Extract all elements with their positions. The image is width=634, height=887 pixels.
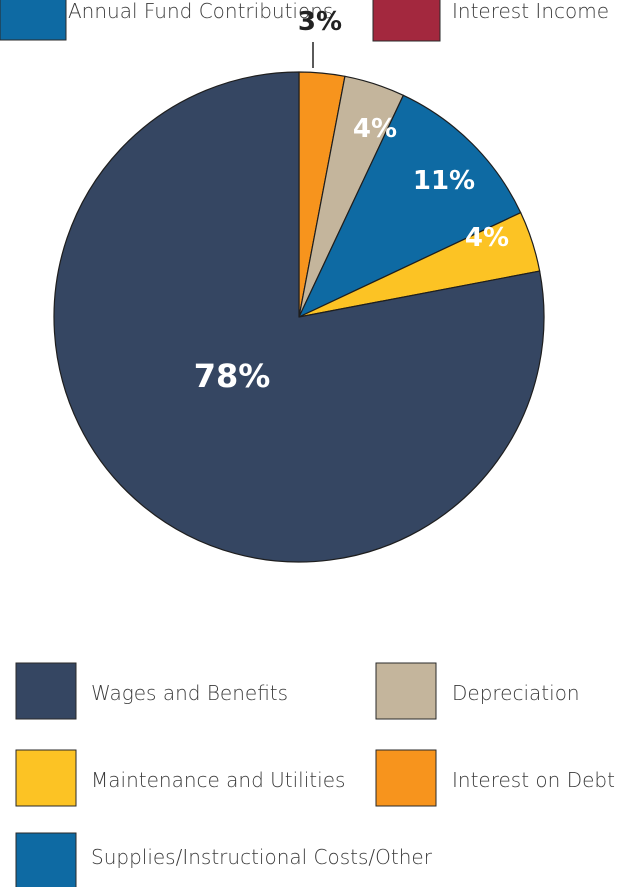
legend: Wages and Benefits Depreciation Maintenanc… [15,662,615,887]
slice-label-supplies-instructional-costs-other: 11% [413,166,475,196]
legend-label: Wages and Benefits [91,681,288,705]
legend-item-maintenance-and-utilities: Maintenance and Utilities [15,749,345,807]
top-legend-label: Annual Fund Contributions [68,0,333,23]
legend-swatch [15,832,77,887]
slice-label-maintenance-and-utilities: 4% [465,223,509,253]
legend-item-depreciation: Depreciation [375,662,580,720]
legend-label: Interest on Debt [452,768,615,792]
pie-slice-wages-and-benefits [53,71,545,563]
legend-swatch [15,662,77,720]
top-legend-swatch [0,0,67,41]
slice-label-interest-on-debt: 3% [298,7,342,37]
top-legend-partial: Annual Fund Contributions Interest Income [0,0,609,42]
top-legend-item-annual-fund-contributions: Annual Fund Contributions [0,0,333,41]
legend-item-supplies-instructional-costs-other: Supplies/Instructional Costs/Other [15,832,433,887]
legend-label: Supplies/Instructional Costs/Other [91,845,433,869]
pie-slice-supplies-instructional-costs-other [298,94,522,318]
top-legend-item-interest-income: Interest Income [372,0,609,42]
legend-label: Maintenance and Utilities [91,768,345,792]
top-legend-swatch [372,0,441,42]
top-legend-label: Interest Income [452,0,609,23]
legend-item-interest-on-debt: Interest on Debt [375,749,615,807]
slice-label-depreciation: 4% [353,114,397,144]
pie-labels: 3% 4% 11% 4% 78% [194,7,509,395]
pie-slices [53,71,545,563]
legend-swatch [375,749,437,807]
slice-label-wages-and-benefits: 78% [194,357,271,395]
legend-swatch [15,749,77,807]
legend-swatch [375,662,437,720]
legend-label: Depreciation [452,681,580,705]
legend-item-wages-and-benefits: Wages and Benefits [15,662,288,720]
